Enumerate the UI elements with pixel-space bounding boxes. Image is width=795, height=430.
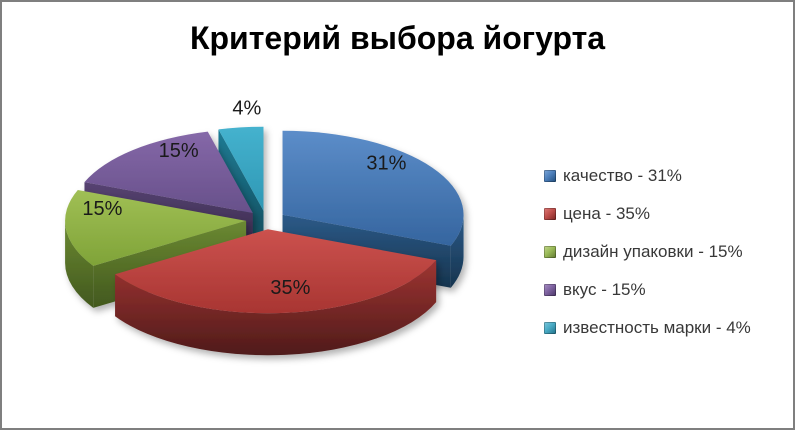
slice-label-цена: 35% xyxy=(270,277,310,299)
legend-marker-icon xyxy=(544,170,556,182)
slice-label-вкус: 15% xyxy=(159,140,199,162)
legend-label: качество - 31% xyxy=(563,166,682,185)
legend-label: дизайн упаковки - 15% xyxy=(563,242,743,261)
legend-label: вкус - 15% xyxy=(563,280,646,299)
legend-item-качество: качество - 31% xyxy=(544,165,751,187)
legend-marker-icon xyxy=(544,208,556,220)
legend-item-вкус: вкус - 15% xyxy=(544,279,751,301)
legend-item-известность-марки: известность марки - 4% xyxy=(544,317,751,339)
slice-label-известность-марки: 4% xyxy=(232,98,261,120)
slice-label-дизайн-упаковки: 15% xyxy=(82,198,122,220)
legend-item-дизайн-упаковки: дизайн упаковки - 15% xyxy=(544,241,751,263)
legend-label: цена - 35% xyxy=(563,204,650,223)
legend-marker-icon xyxy=(544,284,556,296)
legend-label: известность марки - 4% xyxy=(563,318,751,337)
pie-slice-цена xyxy=(115,229,437,356)
legend-marker-icon xyxy=(544,246,556,258)
pie-chart: 31% 35% 15% 15% 4% xyxy=(65,98,464,356)
chart-title: Критерий выбора йогурта xyxy=(189,20,606,56)
legend-item-цена: цена - 35% xyxy=(544,203,751,225)
chart-legend: качество - 31% цена - 35% дизайн упаковки … xyxy=(544,165,751,339)
slice-label-качество: 31% xyxy=(366,153,406,175)
legend-marker-icon xyxy=(544,322,556,334)
